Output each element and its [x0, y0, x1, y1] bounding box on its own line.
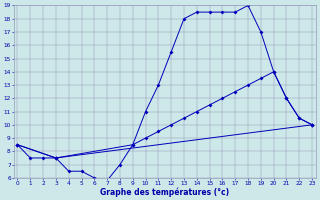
- X-axis label: Graphe des températures (°c): Graphe des températures (°c): [100, 187, 229, 197]
